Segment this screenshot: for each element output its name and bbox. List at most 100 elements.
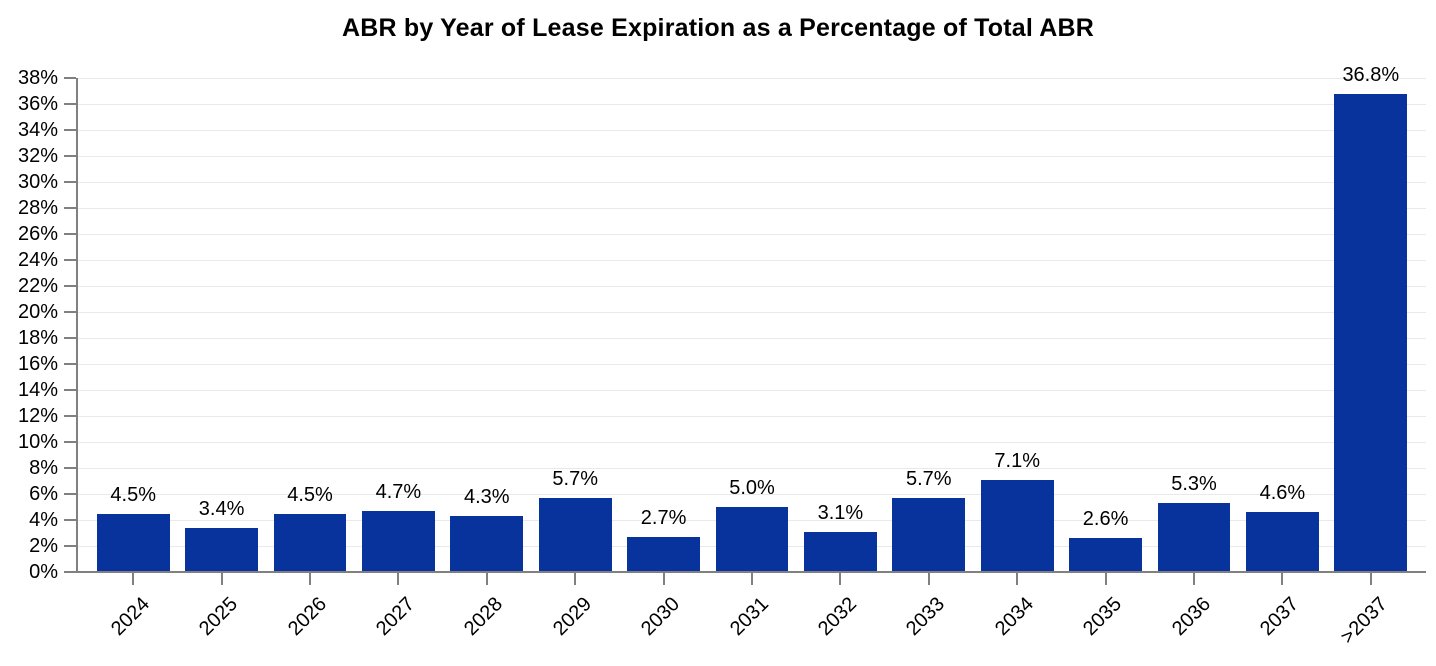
x-tick-label: 2029 [548,593,596,641]
y-tick-label: 22% [17,275,58,297]
y-tick-label: 14% [17,379,58,401]
y-gridline [78,103,1426,105]
x-tick [1281,572,1284,585]
x-tick-label: 2033 [902,593,950,641]
y-tick [64,363,76,365]
y-gridline [78,415,1426,417]
bar-value-label: 5.7% [552,467,598,490]
y-tick-label: 38% [17,67,58,89]
y-tick-label: 2% [29,535,58,557]
bar-value-label: 3.1% [817,501,864,524]
bar [538,497,612,572]
y-gridline [78,259,1426,261]
y-gridline [78,77,1426,79]
x-tick [662,572,665,585]
x-tick-label: 2026 [283,593,331,641]
x-tick [309,572,311,585]
y-axis-line [76,78,78,572]
x-tick [839,572,842,585]
x-tick-label: 2036 [1167,593,1215,641]
bar-value-label: 36.8% [1342,63,1400,86]
bar [803,531,877,572]
y-gridline [78,207,1426,209]
y-tick [64,259,76,261]
bar [450,516,524,572]
y-tick [64,545,76,547]
x-tick-label: 2034 [990,593,1038,641]
y-tick [64,129,76,131]
y-tick-label: 28% [17,197,58,219]
y-tick [64,103,76,105]
bar-value-label: 5.3% [1171,473,1217,496]
x-tick [1016,572,1019,585]
x-tick-label: >2037 [1336,593,1392,649]
y-tick [64,389,76,391]
x-tick [485,572,488,585]
x-tick-label: 2031 [725,593,773,641]
x-tick [1369,572,1372,585]
bar [627,536,701,572]
y-tick [64,493,76,495]
x-tick [1193,572,1195,585]
x-tick [574,572,577,585]
y-tick [64,415,76,417]
x-tick-label: 2032 [813,593,861,641]
bar-value-label: 3.4% [198,497,245,520]
x-tick [927,572,930,585]
bar [1334,93,1408,572]
y-gridline [78,389,1426,391]
y-gridline [78,441,1426,443]
y-tick [64,311,76,313]
y-tick-label: 10% [17,431,58,453]
y-gridline [78,467,1426,469]
y-tick-label: 30% [17,171,58,193]
bar-value-label: 4.7% [375,480,422,503]
y-tick [64,441,76,443]
y-gridline [78,155,1426,157]
bar [361,510,435,572]
x-tick-label: 2030 [637,593,685,641]
bar [892,497,966,572]
y-gridline [78,129,1426,131]
x-tick [220,572,223,585]
y-tick-label: 36% [17,93,58,115]
bar-value-label: 4.3% [464,486,510,509]
x-tick-label: 2028 [460,593,508,641]
y-tick-label: 32% [17,145,58,167]
y-tick-label: 12% [17,405,58,427]
y-tick [64,233,76,235]
bar [273,513,347,572]
x-tick-label: 2027 [371,593,419,641]
bar [1069,538,1143,572]
bar [1245,512,1319,572]
y-tick-label: 6% [29,483,58,505]
bar-value-label: 4.5% [110,483,156,506]
y-tick [64,77,76,79]
x-tick [1104,572,1107,585]
y-gridline [78,233,1426,235]
bar-value-label: 7.1% [994,449,1040,472]
y-tick [64,519,76,521]
y-tick-label: 4% [29,509,58,531]
y-gridline [78,181,1426,183]
y-tick-label: 20% [17,301,58,323]
y-tick [64,207,76,209]
bar [715,507,789,572]
bar-value-label: 5.7% [906,467,952,490]
y-gridline [78,493,1426,495]
bar [980,479,1054,572]
bar-value-label: 4.6% [1259,482,1306,505]
x-tick [751,572,753,585]
y-tick [64,155,76,157]
chart-title: ABR by Year of Lease Expiration as a Per… [341,14,1095,42]
x-tick [397,572,400,585]
x-tick [132,572,135,585]
bar-value-label: 2.6% [1082,508,1129,531]
y-tick-label: 0% [29,561,58,583]
x-tick-label: 2024 [106,593,154,641]
y-gridline [78,337,1426,339]
x-tick-label: 2025 [195,593,243,641]
y-tick [64,181,76,183]
y-tick-label: 24% [17,249,58,271]
